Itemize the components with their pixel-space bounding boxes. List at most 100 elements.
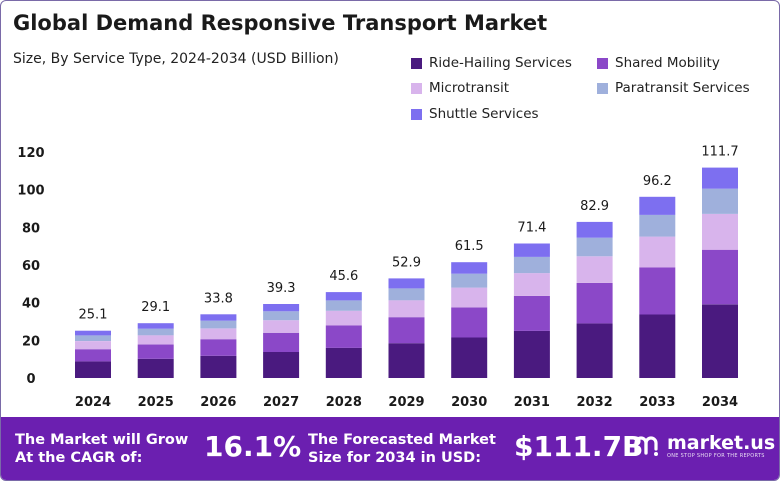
bar-segment-ride-hailing-services — [75, 361, 111, 378]
cagr-value: 16.1% — [204, 430, 302, 463]
x-tick-label: 2026 — [200, 395, 236, 410]
legend-swatch — [411, 57, 422, 69]
y-tick-label: 120 — [17, 146, 44, 161]
bar-total-label: 45.6 — [329, 269, 358, 284]
bar-segment-paratransit-services — [200, 320, 237, 329]
bar-total-label: 52.9 — [392, 255, 421, 270]
x-tick-label: 2025 — [138, 395, 174, 410]
bar-segment-shared-mobility — [513, 295, 550, 331]
market-us-logo-icon — [634, 436, 658, 456]
cagr-label-line2: At the CAGR of: — [15, 450, 143, 466]
bar-segment-ride-hailing-services — [451, 337, 488, 378]
forecast-value: $111.7B — [514, 430, 644, 463]
bar-segment-shuttle-services — [451, 262, 488, 274]
bar-segment-shuttle-services — [200, 314, 237, 321]
bar-segment-ride-hailing-services — [325, 347, 362, 378]
bar-segment-microtransit — [451, 287, 488, 308]
bar-segment-shuttle-services — [639, 196, 676, 215]
bar-total-label: 96.2 — [643, 174, 672, 189]
chart-title: Global Demand Responsive Transport Marke… — [13, 11, 548, 35]
legend-swatch — [411, 82, 422, 94]
bar-segment-paratransit-services — [75, 335, 111, 341]
x-tick-label: 2032 — [577, 395, 613, 410]
x-tick-label: 2028 — [326, 395, 362, 410]
legend-label: Microtransit — [429, 80, 510, 96]
bar-segment-microtransit — [639, 236, 676, 268]
bar-segment-shared-mobility — [639, 267, 676, 315]
bar-segment-microtransit — [513, 273, 550, 296]
bar-segment-shuttle-services — [513, 243, 550, 257]
bar-total-label: 25.1 — [79, 308, 108, 323]
bar-segment-paratransit-services — [137, 328, 174, 336]
bar-segment-shared-mobility — [75, 349, 111, 362]
bar-segment-shuttle-services — [325, 292, 362, 301]
bar-segment-microtransit — [325, 310, 362, 326]
x-tick-label: 2027 — [263, 395, 299, 410]
brand-tagline: ONE STOP SHOP FOR THE REPORTS — [667, 453, 765, 459]
legend-label: Paratransit Services — [615, 80, 750, 96]
bar-segment-microtransit — [576, 256, 613, 283]
y-tick-label: 60 — [22, 259, 40, 274]
bar-segment-paratransit-services — [325, 300, 362, 311]
footer-banner: The Market will Grow At the CAGR of: 16.… — [1, 417, 779, 480]
legend-item-shared-mobility: Shared Mobility — [597, 55, 720, 71]
bar-segment-ride-hailing-services — [639, 314, 676, 378]
legend-label: Ride-Hailing Services — [429, 55, 572, 71]
legend-swatch — [597, 57, 608, 69]
bar-segment-shuttle-services — [576, 221, 613, 238]
bar-segment-shuttle-services — [702, 167, 738, 189]
bar-total-label: 82.9 — [580, 199, 609, 214]
x-tick-label: 2033 — [639, 395, 675, 410]
bar-total-label: 71.4 — [517, 221, 546, 236]
bar-segment-shared-mobility — [388, 317, 425, 344]
bar-segment-ride-hailing-services — [388, 343, 425, 378]
bar-segment-ride-hailing-services — [263, 352, 300, 378]
bar-segment-microtransit — [200, 328, 237, 340]
brand-logo: market.us ONE STOP SHOP FOR THE REPORTS — [633, 433, 775, 459]
y-tick-label: 80 — [22, 221, 40, 236]
bar-total-label: 61.5 — [455, 239, 484, 254]
bar-segment-shuttle-services — [388, 278, 425, 289]
bar-segment-microtransit — [388, 300, 425, 318]
legend-item-microtransit: Microtransit — [411, 80, 509, 96]
cagr-label: The Market will Grow At the CAGR of: — [15, 431, 188, 467]
x-tick-label: 2024 — [75, 395, 111, 410]
bar-segment-ride-hailing-services — [137, 358, 174, 378]
x-tick-label: 2029 — [388, 395, 424, 410]
bar-segment-shared-mobility — [263, 332, 300, 352]
forecast-label-line1: The Forecasted Market — [308, 432, 496, 448]
legend-swatch — [597, 82, 608, 94]
y-tick-label: 0 — [26, 372, 35, 387]
legend-item-ride-hailing: Ride-Hailing Services — [411, 55, 572, 71]
legend-label: Shuttle Services — [429, 106, 539, 122]
y-tick-label: 40 — [22, 297, 40, 312]
y-tick-label: 100 — [17, 184, 44, 199]
bar-segment-shared-mobility — [200, 339, 237, 356]
bar-segment-paratransit-services — [388, 288, 425, 301]
legend-item-paratransit: Paratransit Services — [597, 80, 750, 96]
y-tick-label: 20 — [22, 334, 40, 349]
x-tick-label: 2031 — [514, 395, 550, 410]
bar-segment-paratransit-services — [576, 237, 613, 257]
bar-segment-paratransit-services — [639, 214, 676, 237]
bar-segment-paratransit-services — [513, 256, 550, 274]
bar-segment-shared-mobility — [702, 249, 738, 305]
chart-subtitle: Size, By Service Type, 2024-2034 (USD Bi… — [13, 51, 339, 67]
legend-label: Shared Mobility — [615, 55, 720, 71]
bar-total-label: 39.3 — [267, 281, 296, 296]
bar-segment-microtransit — [702, 214, 738, 250]
brand-name: market.us — [667, 432, 776, 454]
bar-segment-shuttle-services — [75, 330, 111, 336]
bar-segment-microtransit — [263, 320, 300, 333]
bar-segment-paratransit-services — [702, 188, 738, 214]
stacked-bar-chart: 0 20 40 60 80 100 120 25.1 2024 29.1 2025 33.8 2026 3… — [17, 145, 738, 410]
bar-segment-shuttle-services — [263, 304, 300, 312]
bar-segment-shared-mobility — [451, 307, 488, 338]
forecast-label-line2: Size for 2034 in USD: — [308, 450, 482, 466]
bar-segment-shuttle-services — [137, 323, 174, 329]
bar-segment-shared-mobility — [137, 344, 174, 359]
legend-item-shuttle: Shuttle Services — [411, 106, 539, 122]
bar-segment-paratransit-services — [451, 273, 488, 288]
bar-segment-ride-hailing-services — [576, 323, 613, 378]
